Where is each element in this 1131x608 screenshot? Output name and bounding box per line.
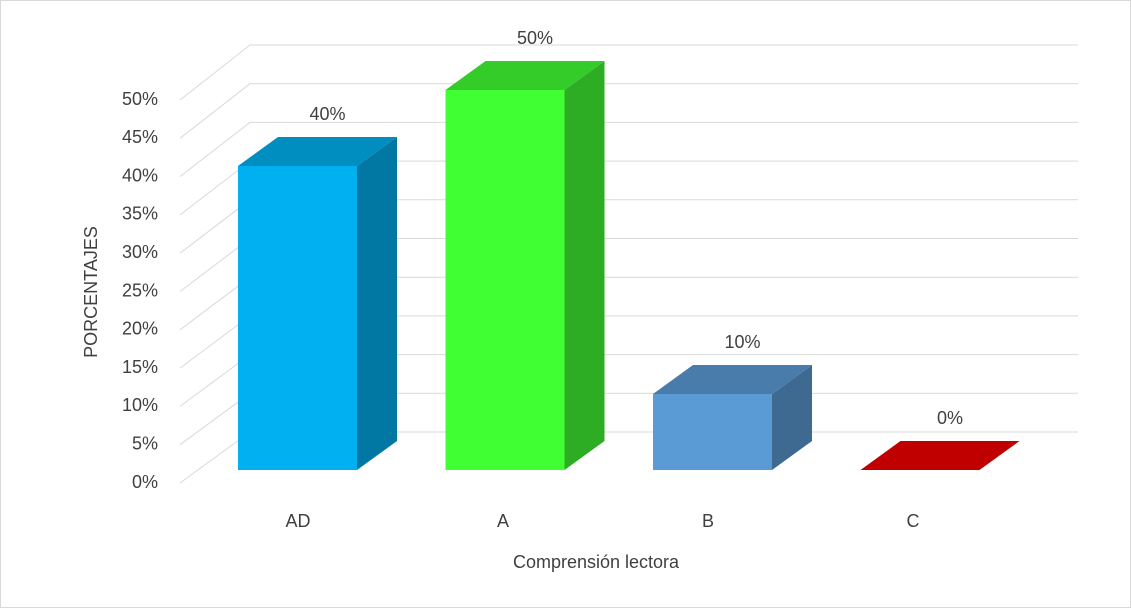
y-axis-title: PORCENTAJES [81,226,101,358]
x-tick-label: C [907,511,920,531]
x-tick-label: AD [285,511,310,531]
x-tick-label: B [702,511,714,531]
data-label: 10% [724,332,760,352]
y-tick-label: 50% [122,89,158,109]
bar [653,394,772,470]
x-axis-title: Comprensión lectora [513,552,680,572]
bar-side [564,61,605,470]
bar-top [238,137,397,166]
data-label: 40% [309,104,345,124]
data-label: 50% [517,28,553,48]
y-tick-label: 20% [122,319,158,339]
y-tick-label: 25% [122,280,158,300]
y-tick-label: 15% [122,357,158,377]
bar-top [445,61,605,90]
bar-side [772,365,812,470]
bar-side [357,137,397,470]
x-tick-label: A [497,511,509,531]
side-grid-line [179,44,251,101]
y-tick-label: 45% [122,127,158,147]
side-grid-line [179,122,251,177]
bar-top [860,441,1020,470]
y-tick-label: 35% [122,204,158,224]
data-label: 0% [937,408,963,428]
y-tick-label: 30% [122,242,158,262]
side-grid-line [179,83,251,139]
y-tick-label: 5% [132,433,158,453]
bar [445,90,565,470]
bar-top [653,365,812,394]
y-tick-label: 0% [132,472,158,492]
y-tick-label: 10% [122,395,158,415]
bar [238,166,357,470]
y-tick-label: 40% [122,165,158,185]
